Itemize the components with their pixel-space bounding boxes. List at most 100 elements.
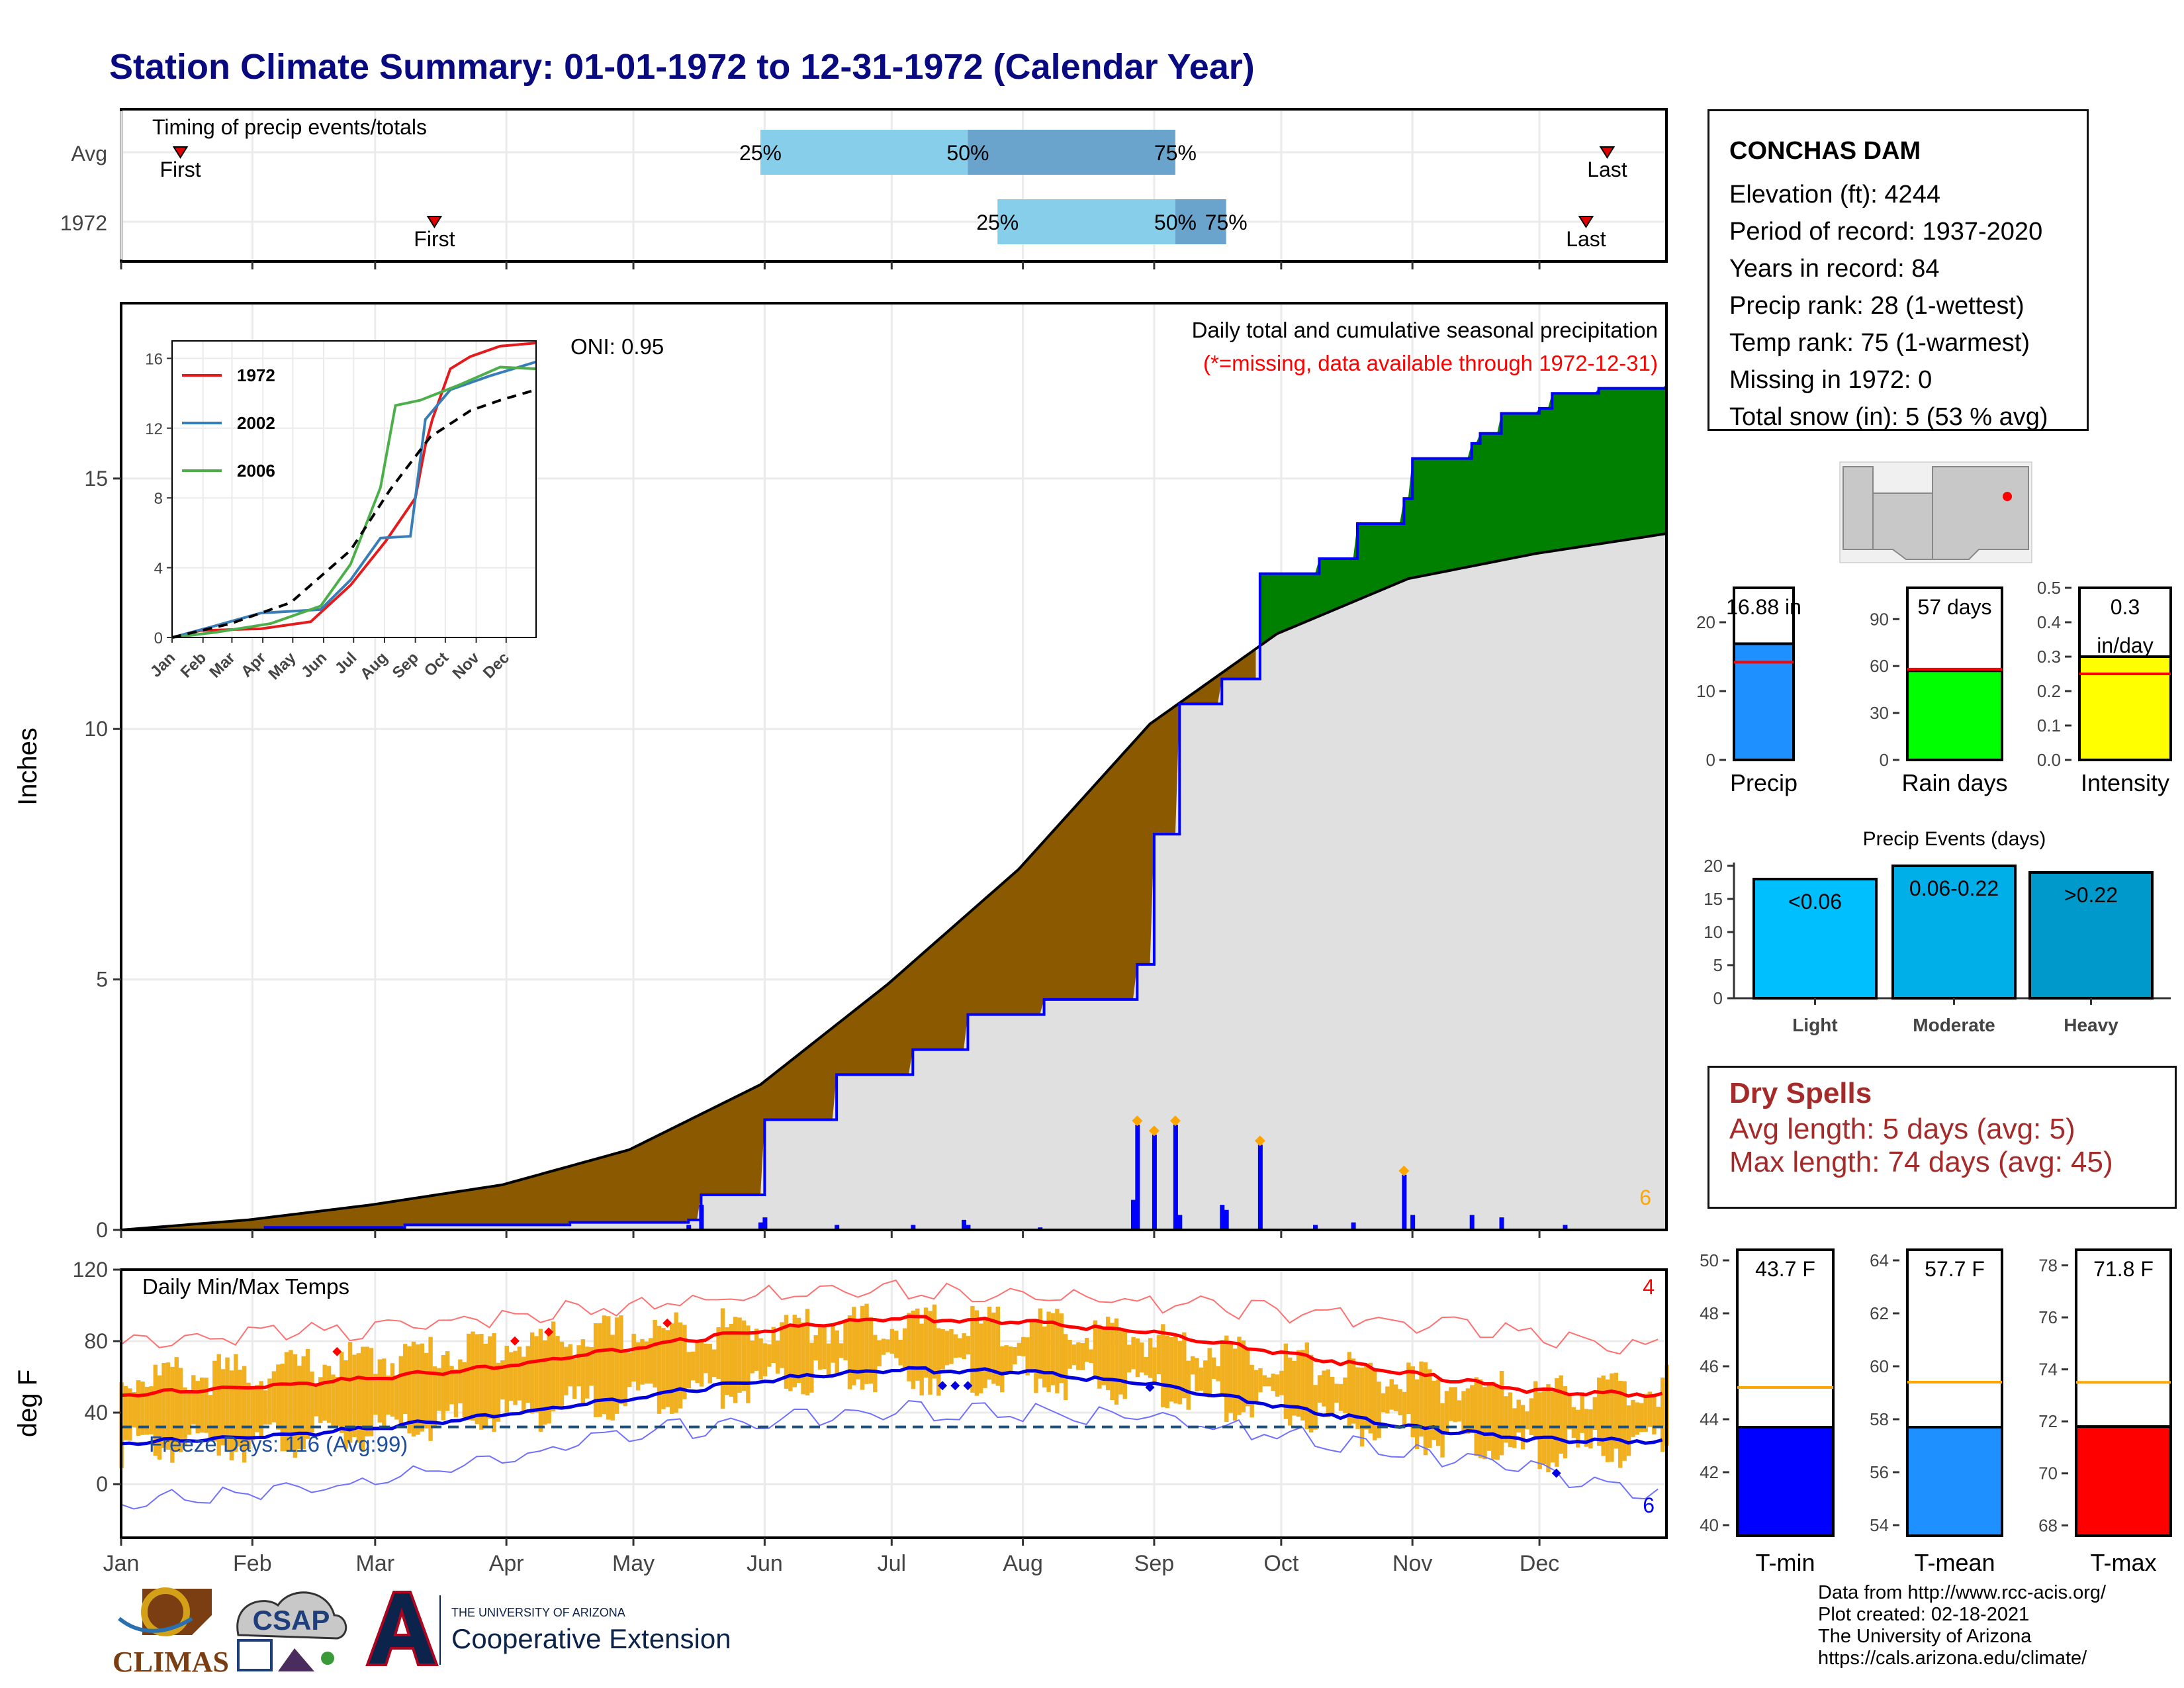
events-ytick-label: 10 xyxy=(1704,922,1723,942)
daily-precip-marker xyxy=(1132,1115,1143,1127)
daily-temp-bar xyxy=(572,1358,577,1399)
daily-temp-bar xyxy=(1597,1378,1602,1446)
bar-ytick-label: 20 xyxy=(1696,612,1715,632)
daily-temp-bar xyxy=(915,1308,920,1381)
bar-ytick-label: 30 xyxy=(1870,703,1889,723)
daily-temp-bar xyxy=(886,1339,890,1352)
precip-subheader: (*=missing, data available through 1972-… xyxy=(1203,351,1658,375)
station-precip-rank: Precip rank: 28 (1-wettest) xyxy=(1729,292,2025,320)
daily-temp-bar xyxy=(449,1366,454,1405)
daily-temp-bar xyxy=(1661,1378,1665,1452)
timing-row-label-avg: Avg xyxy=(71,142,107,165)
daily-temp-bar xyxy=(1322,1370,1326,1407)
daily-temp-bar xyxy=(471,1331,475,1421)
station-elevation: Elevation (ft): 4244 xyxy=(1729,181,1940,209)
daily-temp-bar xyxy=(1482,1387,1487,1460)
daily-temp-bar xyxy=(1499,1370,1504,1456)
precip-events-title: Precip Events (days) xyxy=(1863,828,2046,850)
daily-temp-bar xyxy=(1173,1336,1178,1404)
inset-ytick-label: 0 xyxy=(154,630,163,647)
timing-panel: 25% 50% 75% First Last 25% 50% 75% First Last Tim… xyxy=(60,108,1668,269)
daily-temp-bar xyxy=(831,1325,835,1363)
month-label: Dec xyxy=(1520,1551,1559,1576)
climas-wave xyxy=(118,1617,193,1633)
precip-panel: 0 5 10 15 Inches Daily total and cumulative… xyxy=(13,302,1668,1242)
daily-temp-bar xyxy=(538,1329,543,1432)
daily-precip-bar xyxy=(1410,1215,1416,1230)
precip-ytick-label: 0 xyxy=(96,1218,108,1242)
credit-url: https://cals.arizona.edu/climate/ xyxy=(1818,1648,2087,1669)
map-states-shape xyxy=(1843,466,2029,560)
record-high-marker xyxy=(510,1336,520,1346)
daily-temp-bar xyxy=(1351,1358,1356,1424)
bar-ytick-label: 56 xyxy=(1870,1462,1889,1482)
bar-ytick-label: 0 xyxy=(1706,750,1715,770)
daily-temp-bar xyxy=(640,1338,645,1385)
daily-precip-bar xyxy=(1469,1215,1475,1230)
daily-temp-bar xyxy=(280,1364,285,1452)
timing-marker-label: Last xyxy=(1566,227,1606,251)
daily-temp-bar xyxy=(1372,1369,1377,1440)
daily-temp-bar xyxy=(149,1386,154,1434)
daily-temp-bar xyxy=(1084,1337,1089,1362)
daily-temp-bar xyxy=(1512,1408,1517,1448)
daily-temp-bar xyxy=(356,1353,361,1443)
daily-temp-bar xyxy=(297,1366,302,1449)
month-label: Jun xyxy=(747,1551,783,1576)
temp-count-max: 4 xyxy=(1643,1275,1655,1299)
daily-temp-bar xyxy=(958,1338,962,1358)
daily-temp-bar xyxy=(843,1321,848,1360)
daily-temp-bar xyxy=(1089,1349,1093,1364)
daily-temp-bar xyxy=(1144,1356,1148,1376)
temp-avg-min-line xyxy=(120,1366,1663,1446)
daily-temp-bar xyxy=(517,1346,522,1401)
daily-temp-bar xyxy=(284,1352,289,1452)
daily-temp-bar xyxy=(589,1346,594,1386)
daily-temp-bar xyxy=(1241,1340,1246,1413)
daily-temp-bar xyxy=(255,1385,259,1432)
daily-temp-bar xyxy=(466,1333,471,1421)
daily-temp-bar xyxy=(826,1343,831,1375)
daily-temp-bar xyxy=(881,1338,886,1355)
ua-extension-text: Cooperative Extension xyxy=(451,1623,731,1654)
events-ytick-label: 5 xyxy=(1713,955,1723,975)
daily-temp-bar xyxy=(1389,1379,1394,1410)
daily-temp-bar xyxy=(564,1346,569,1395)
daily-temp-bar xyxy=(1283,1343,1289,1419)
daily-temp-bar xyxy=(458,1359,463,1403)
daily-temp-bar xyxy=(1516,1399,1521,1433)
daily-temp-bar xyxy=(966,1336,971,1355)
daily-temp-bar xyxy=(132,1392,136,1428)
bar-ytick-label: 64 xyxy=(1870,1250,1889,1270)
daily-temp-bar xyxy=(238,1370,242,1447)
daily-temp-bar xyxy=(1076,1342,1081,1370)
daily-temp-bar xyxy=(1385,1386,1390,1414)
bar-ytick-label: 60 xyxy=(1870,656,1889,676)
daily-temp-bar xyxy=(1635,1402,1640,1435)
daily-temp-bar xyxy=(183,1387,187,1446)
daily-temp-bar xyxy=(1614,1372,1619,1449)
bar-ytick-label: 0.3 xyxy=(2037,647,2061,667)
timing-marker-label: Last xyxy=(1587,158,1627,181)
daily-precip-bar xyxy=(966,1225,971,1230)
daily-temp-bar xyxy=(1097,1325,1102,1389)
daily-temp-bar xyxy=(1428,1369,1432,1448)
daily-temp-bar xyxy=(259,1381,263,1436)
csap-logo: CSAP xyxy=(236,1591,347,1671)
bar-label: T-mean xyxy=(1914,1549,1995,1576)
daily-precip-bar xyxy=(1177,1215,1183,1230)
timing-bar-25-50 xyxy=(760,130,968,175)
daily-temp-bar xyxy=(314,1385,319,1417)
daily-temp-bar xyxy=(1042,1326,1047,1388)
daily-temp-bar xyxy=(1228,1342,1233,1413)
bar-ytick-label: 68 xyxy=(2038,1515,2058,1535)
daily-temp-bar xyxy=(216,1354,221,1456)
daily-temp-bar xyxy=(340,1352,344,1433)
daily-temp-bar xyxy=(373,1374,378,1415)
precip-below-normal-area xyxy=(125,649,1256,1230)
station-info-box: CONCHAS DAM Elevation (ft): 4244 Period … xyxy=(1707,109,2089,431)
daily-temp-bar xyxy=(653,1319,657,1388)
daily-temp-bar xyxy=(1317,1375,1322,1403)
inset-legend-label: 2006 xyxy=(237,461,275,481)
daily-temp-bar xyxy=(691,1351,696,1381)
